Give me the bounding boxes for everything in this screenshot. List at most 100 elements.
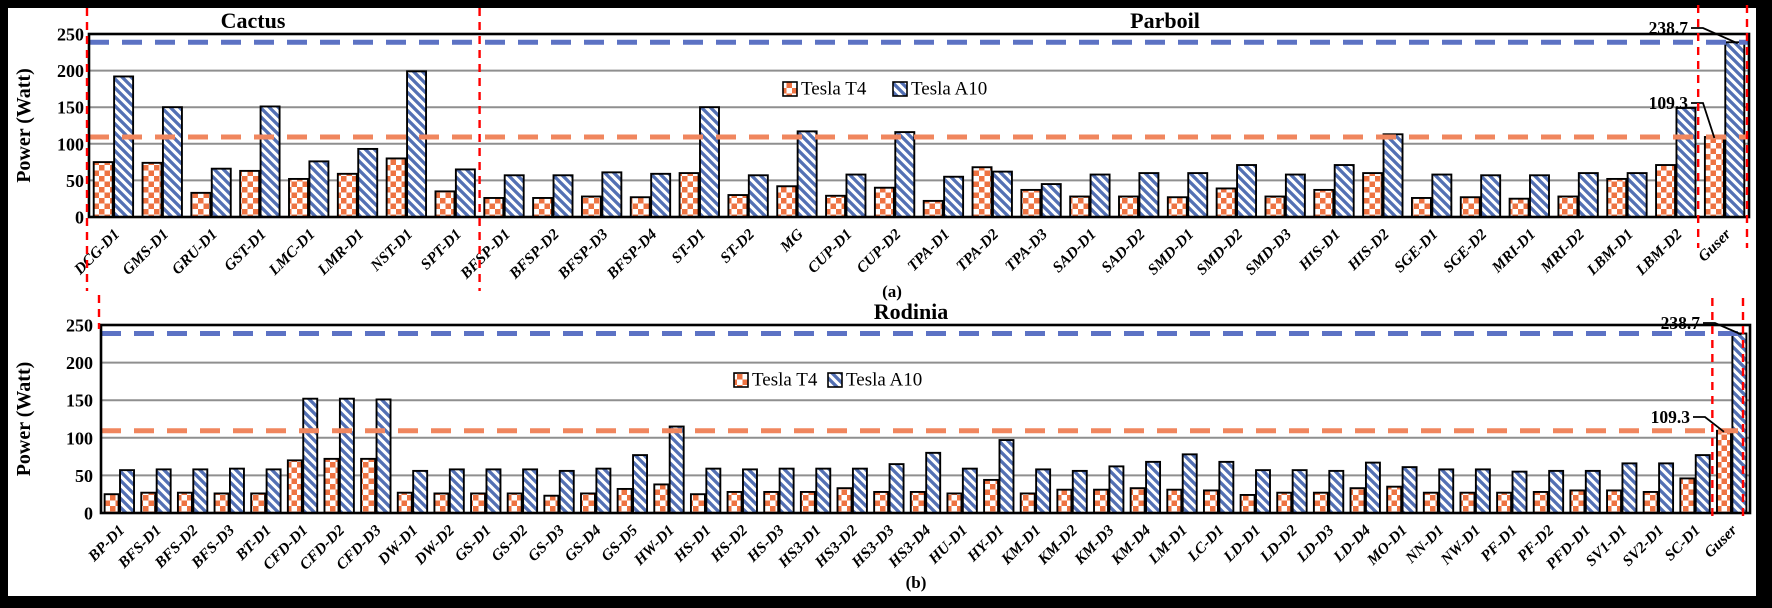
- bar-tesla-a10-HIS-D1: [1333, 164, 1355, 218]
- bar-tesla-a10-KM-D1: [1035, 468, 1052, 514]
- y-tick-label: 0: [75, 208, 84, 228]
- bar-tesla-a10-CUP-D1: [845, 173, 867, 218]
- annotation-value: 238.7: [1661, 313, 1701, 333]
- x-category-label: SPT-D1: [417, 226, 465, 274]
- bar-tesla-a10-SMD-D3: [1284, 173, 1306, 218]
- legend-swatch-t4: [733, 372, 749, 388]
- bar-tesla-t4-HS-D3: [763, 490, 780, 514]
- bar-tesla-a10-SGE-D2: [1480, 174, 1502, 218]
- bar-tesla-a10-GS-D1: [485, 468, 502, 514]
- bar-tesla-a10-CUP-D2: [894, 131, 916, 218]
- bar-tesla-a10-SGE-D1: [1431, 173, 1453, 218]
- bar-tesla-t4-KM-D3: [1093, 488, 1109, 514]
- y-axis-label: Power (Watt): [13, 362, 35, 477]
- x-category-label: CUP-D2: [853, 226, 904, 277]
- bar-tesla-t4-BFSP-D2: [532, 197, 554, 218]
- bar-tesla-a10-CFD-D1: [302, 397, 319, 514]
- x-category-label: LM-D1: [1145, 522, 1191, 568]
- annotation-value: 109.3: [1651, 407, 1691, 427]
- x-category-label: LMC-D1: [265, 226, 319, 280]
- bar-tesla-a10-BP-D1: [119, 469, 135, 514]
- bar-tesla-t4-CFD-D1: [286, 459, 303, 514]
- bar-tesla-t4-HY-D1: [983, 478, 1000, 514]
- bar-tesla-a10-HS3-D3: [888, 463, 905, 514]
- bar-tesla-a10-KM-D4: [1145, 460, 1162, 514]
- bar-tesla-t4-BFS-D3: [213, 492, 230, 514]
- bar-tesla-t4-HIS-D1: [1313, 188, 1335, 218]
- bar-tesla-a10-ST-D2: [747, 174, 769, 218]
- bar-tesla-a10-SV1-D1: [1621, 462, 1638, 514]
- bar-tesla-a10-LD-D4: [1364, 461, 1381, 514]
- bar-tesla-a10-KM-D2: [1071, 469, 1088, 514]
- x-category-label: BFSP-D2: [505, 226, 562, 283]
- x-category-label: BFSP-D4: [603, 226, 660, 283]
- bar-tesla-a10-GRU-D1: [210, 167, 232, 218]
- bar-tesla-t4-SGE-D2: [1459, 196, 1481, 218]
- bar-tesla-a10-LBM-D1: [1626, 172, 1648, 218]
- bar-tesla-t4-SC-D1: [1679, 477, 1696, 514]
- bar-tesla-t4-GS-D4: [580, 492, 596, 514]
- bar-tesla-a10-MO-D1: [1401, 466, 1418, 514]
- x-category-label: MO-D1: [1363, 522, 1410, 569]
- bar-tesla-t4-HS3-D4: [909, 490, 926, 514]
- section-title: Parboil: [1130, 8, 1200, 33]
- x-category-label: LD-D2: [1256, 522, 1301, 567]
- x-category-label: SAD-D1: [1049, 226, 1099, 276]
- bar-tesla-a10-SMD-D2: [1236, 164, 1258, 218]
- x-category-label: Guser: [1701, 521, 1741, 561]
- x-category-label: SGE-D2: [1440, 226, 1491, 277]
- x-category-label: SMD-D2: [1193, 226, 1246, 279]
- x-category-label: LBM-D1: [1583, 226, 1637, 280]
- bar-tesla-t4-GS-D1: [470, 492, 487, 514]
- bar-tesla-t4-TPA-D2: [971, 166, 993, 218]
- bar-tesla-a10-HS3-D4: [925, 451, 942, 514]
- plot-frame: [87, 32, 1751, 219]
- y-tick-label: 100: [66, 428, 93, 448]
- bar-tesla-a10-Guser: [1724, 41, 1746, 218]
- bar-tesla-t4-NW-D1: [1459, 491, 1476, 514]
- legend-label: Tesla A10: [846, 370, 922, 391]
- bar-tesla-t4-LBM-D2: [1655, 164, 1677, 218]
- bar-tesla-t4-BFSP-D3: [580, 195, 602, 218]
- bar-tesla-t4-CFD-D2: [323, 457, 340, 514]
- bar-tesla-a10-GS-D2: [522, 468, 539, 514]
- bar-tesla-t4-HS3-D1: [799, 490, 816, 514]
- section-title: Rodinia: [874, 299, 949, 324]
- annotation-leader: [1703, 322, 1742, 336]
- bar-tesla-t4-ST-D1: [678, 172, 700, 218]
- x-category-label: HS-D2: [707, 522, 752, 567]
- x-category-label: GS-D2: [488, 522, 531, 565]
- bar-tesla-a10-MG: [796, 130, 818, 218]
- y-tick-label: 150: [57, 98, 84, 118]
- x-category-label: HW-D1: [630, 522, 678, 570]
- x-category-label: LD-D1: [1220, 522, 1264, 566]
- annotation-value: 238.7: [1649, 18, 1689, 38]
- bar-tesla-a10-DW-D1: [412, 469, 429, 514]
- bar-tesla-a10-LD-D2: [1291, 469, 1308, 514]
- bar-tesla-a10-HS-D1: [705, 467, 722, 514]
- bar-tesla-t4-BP-D1: [103, 493, 120, 514]
- bar-tesla-t4-CFD-D3: [360, 457, 377, 514]
- x-category-label: PF-D1: [1478, 522, 1521, 565]
- bar-tesla-a10-LD-D1: [1255, 469, 1271, 514]
- bar-tesla-a10-SAD-D2: [1138, 172, 1160, 218]
- x-category-label: DW-D1: [374, 522, 421, 569]
- bar-tesla-a10-LC-D1: [1218, 460, 1235, 514]
- y-tick-label: 50: [66, 171, 84, 191]
- bar-tesla-t4-BFSP-D4: [629, 196, 651, 218]
- annotation-leader: [1691, 102, 1716, 139]
- bar-tesla-t4-LM-D1: [1166, 488, 1183, 514]
- bar-tesla-t4-SV1-D1: [1606, 489, 1622, 514]
- x-category-label: ST-D1: [668, 226, 709, 267]
- bar-tesla-a10-KM-D3: [1108, 465, 1125, 514]
- bar-tesla-t4-KM-D2: [1056, 488, 1073, 514]
- bar-tesla-a10-GST-D1: [259, 105, 281, 218]
- bar-tesla-t4-GS-D3: [543, 494, 560, 514]
- bar-tesla-t4-LMR-D1: [336, 172, 358, 218]
- bar-tesla-a10-MRI-D1: [1529, 174, 1550, 218]
- bar-tesla-a10-HU-D1: [961, 467, 978, 514]
- x-category-label: SMD-D3: [1242, 226, 1295, 279]
- x-category-label: SC-D1: [1661, 522, 1703, 564]
- bar-tesla-t4-KM-D4: [1129, 487, 1146, 514]
